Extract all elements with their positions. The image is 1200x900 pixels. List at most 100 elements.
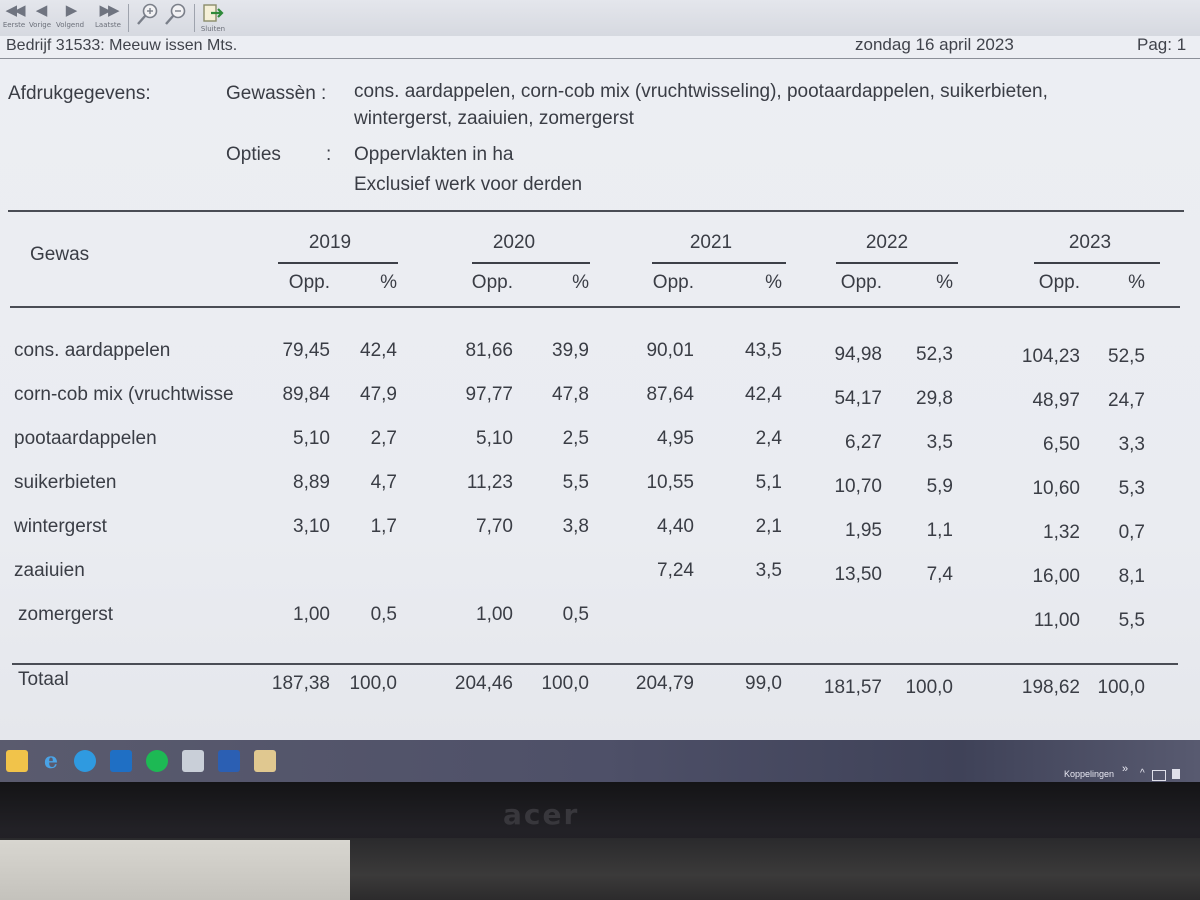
network-icon[interactable] [1152, 770, 1166, 781]
year-header-rule [278, 262, 398, 264]
area-cell: 1,95 [845, 520, 882, 541]
area-cell: 1,00 [476, 604, 513, 625]
area-cell: 89,84 [282, 384, 330, 405]
percent-cell: 5,3 [1118, 478, 1145, 499]
print-data-label: Afdrukgegevens: [8, 83, 151, 104]
company-name: Bedrijf 31533: Meeuw issen Mts. [6, 37, 238, 54]
user-app-icon[interactable] [254, 750, 276, 772]
total-area-cell: 204,79 [635, 673, 694, 694]
area-column-header: Opp. [1038, 272, 1080, 293]
percent-cell: 47,8 [552, 384, 589, 405]
crops-list-line-2: wintergerst, zaaiuien, zomergerst [354, 108, 634, 129]
percent-cell: 3,5 [755, 560, 782, 581]
percent-cell: 5,1 [755, 472, 782, 493]
percent-cell: 2,5 [562, 428, 589, 449]
percent-column-header: % [936, 272, 953, 293]
area-cell: 16,00 [1032, 566, 1080, 587]
area-cell: 4,40 [657, 516, 694, 537]
percent-cell: 2,1 [755, 516, 782, 537]
crop-name: suikerbieten [14, 472, 117, 493]
toolbar-separator [194, 4, 195, 32]
area-cell: 8,89 [293, 472, 330, 493]
percent-cell: 24,7 [1108, 390, 1145, 411]
zoom-in-icon [137, 3, 158, 25]
percent-column-header: % [765, 272, 782, 293]
year-header-rule [836, 262, 958, 264]
percent-cell: 5,5 [1118, 610, 1145, 631]
percent-cell: 29,8 [916, 388, 953, 409]
year-header-rule [1034, 262, 1160, 264]
percent-cell: 39,9 [552, 340, 589, 361]
previous-page-button[interactable]: ◀ Vorige [26, 2, 54, 34]
area-cell: 4,95 [657, 428, 694, 449]
crop-name: pootaardappelen [14, 428, 157, 449]
option-exclusion: Exclusief werk voor derden [354, 174, 583, 195]
zoom-out-button[interactable] [162, 2, 190, 34]
percent-cell: 43,5 [745, 340, 782, 361]
page-number: Pag: 1 [1137, 35, 1187, 54]
zoom-in-button[interactable] [134, 2, 162, 34]
total-percent-cell: 100,0 [541, 673, 589, 694]
volume-icon[interactable] [1172, 769, 1180, 779]
area-cell: 79,45 [282, 340, 330, 361]
next-page-label: Volgende [56, 21, 84, 29]
percent-cell: 2,7 [370, 428, 397, 449]
first-page-button[interactable]: ◀◀ Eerste [0, 2, 28, 34]
area-column-header: Opp. [471, 272, 513, 293]
year-header: 2022 [865, 232, 909, 253]
tray-expand-icon[interactable]: ^ [1140, 768, 1145, 779]
percent-column-header: % [572, 272, 589, 293]
file-explorer-icon[interactable] [6, 750, 28, 772]
report-toolbar: ◀◀ Eerste ◀ Vorige ▶ Volgende ▶▶ Laatste [0, 0, 1200, 37]
last-page-icon: ▶▶ [99, 2, 119, 19]
total-area-cell: 204,46 [454, 673, 513, 694]
tray-toolbar-label[interactable]: Koppelingen [1064, 769, 1115, 779]
next-page-button[interactable]: ▶ Volgende [56, 2, 84, 34]
area-cell: 48,97 [1032, 390, 1080, 411]
area-cell: 7,24 [657, 560, 694, 581]
internet-explorer-icon[interactable]: e [44, 748, 58, 774]
edge-icon[interactable] [74, 750, 96, 772]
year-header-rule [472, 262, 590, 264]
previous-page-icon: ◀ [35, 2, 48, 19]
total-area-cell: 187,38 [271, 673, 330, 694]
area-cell: 90,01 [646, 340, 694, 361]
option-area-unit: Oppervlakten in ha [354, 144, 514, 165]
area-cell: 5,10 [476, 428, 513, 449]
crops-label: Gewassèn : [226, 83, 327, 104]
area-cell: 1,32 [1043, 522, 1080, 543]
area-cell: 54,17 [834, 388, 882, 409]
area-cell: 87,64 [646, 384, 694, 405]
percent-cell: 0,7 [1118, 522, 1145, 543]
total-area-cell: 198,62 [1021, 677, 1080, 698]
options-label: Opties [226, 144, 281, 165]
area-cell: 97,77 [465, 384, 513, 405]
app-icon[interactable] [182, 750, 204, 772]
total-area-cell: 181,57 [823, 677, 882, 698]
spotify-icon[interactable] [146, 750, 168, 772]
zoom-out-icon [165, 3, 186, 25]
area-cell: 5,10 [293, 428, 330, 449]
windows-taskbar: e Koppelingen » ^ [0, 740, 1200, 782]
crop-name: zaaiuien [14, 560, 85, 581]
year-header: 2019 [308, 232, 352, 253]
crop-name: wintergerst [14, 516, 107, 537]
tray-chevron-icon[interactable]: » [1122, 763, 1129, 775]
area-cell: 7,70 [476, 516, 513, 537]
header-rule [0, 58, 1200, 59]
year-header: 2020 [492, 232, 536, 253]
first-page-icon: ◀◀ [5, 2, 25, 19]
year-header: 2021 [689, 232, 733, 253]
word-icon[interactable] [218, 750, 240, 772]
next-page-icon: ▶ [65, 2, 78, 19]
percent-cell: 5,5 [562, 472, 589, 493]
previous-page-label: Vorige [28, 21, 52, 29]
total-percent-cell: 100,0 [905, 677, 953, 698]
area-column-header: Opp. [288, 272, 330, 293]
monitor-brand-logo: acer [503, 798, 580, 831]
last-page-button[interactable]: ▶▶ Laatste [94, 2, 122, 34]
close-button[interactable]: Sluiten [199, 2, 227, 34]
area-cell: 81,66 [465, 340, 513, 361]
outlook-icon[interactable] [110, 750, 132, 772]
total-percent-cell: 100,0 [1097, 677, 1145, 698]
